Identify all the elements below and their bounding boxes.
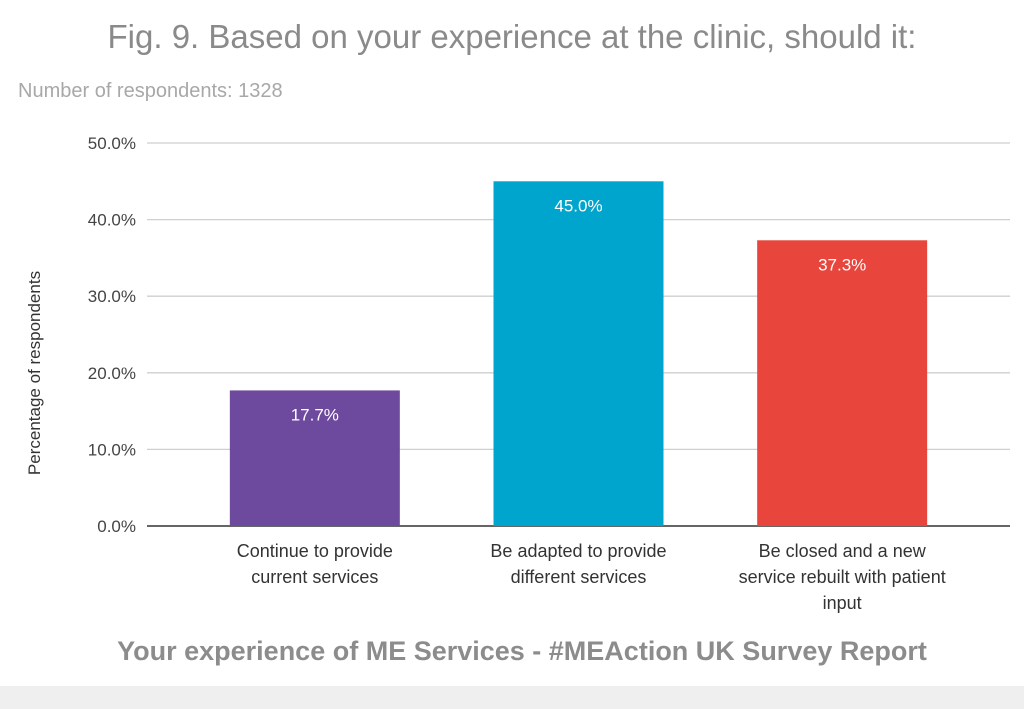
bar: [757, 240, 928, 527]
bar: [229, 390, 400, 526]
data-label: 37.3%: [818, 255, 866, 274]
y-tick-label: 50.0%: [88, 134, 136, 153]
x-tick-label: service rebuilt with patient: [739, 567, 946, 587]
x-tick-label: Be closed and a new: [759, 541, 927, 561]
data-label: 45.0%: [554, 196, 602, 215]
y-tick-label: 0.0%: [97, 517, 136, 536]
x-tick-label: input: [823, 593, 862, 613]
x-tick-label: Continue to provide: [237, 541, 393, 561]
y-tick-label: 10.0%: [88, 440, 136, 459]
x-tick-label: current services: [251, 567, 378, 587]
y-axis-label: Percentage of respondents: [25, 271, 44, 475]
y-tick-label: 30.0%: [88, 287, 136, 306]
bottom-band: [0, 686, 1024, 709]
x-tick-label: Be adapted to provide: [490, 541, 666, 561]
x-tick-label: different services: [511, 567, 647, 587]
bar-chart: 0.0% 10.0% 20.0% 30.0% 40.0% 50.0% Percentage …: [25, 134, 1010, 613]
footer-caption: Your experience of ME Services - #MEActi…: [117, 636, 927, 666]
data-label: 17.7%: [291, 405, 339, 424]
chart-subtitle: Number of respondents: 1328: [18, 80, 283, 102]
bar: [493, 181, 664, 527]
y-tick-label: 20.0%: [88, 364, 136, 383]
chart-title: Fig. 9. Based on your experience at the …: [107, 18, 917, 55]
y-tick-label: 40.0%: [88, 211, 136, 230]
